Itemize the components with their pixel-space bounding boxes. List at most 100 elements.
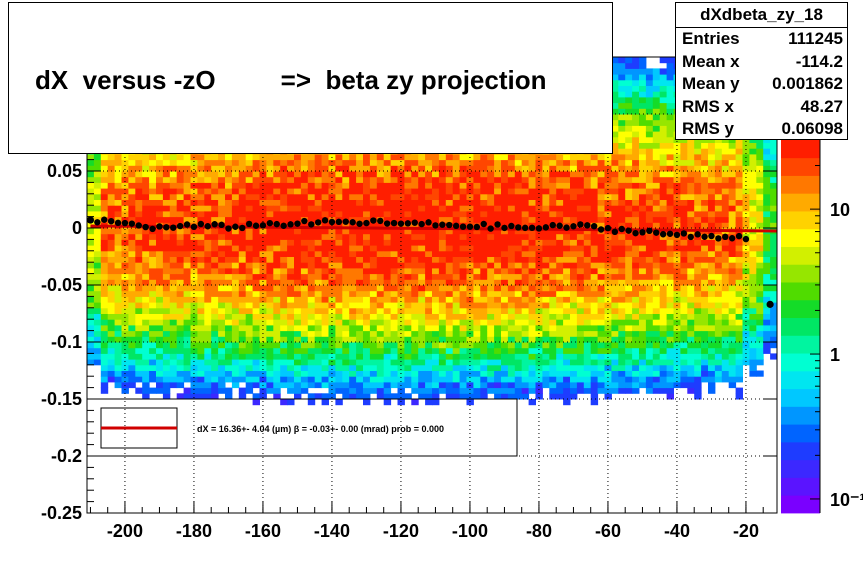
heatmap-cell [225, 336, 233, 343]
heatmap-cell [652, 381, 661, 389]
heatmap-cell [356, 347, 364, 354]
heatmap-cell [245, 302, 254, 309]
heatmap-cell [625, 256, 633, 263]
heatmap-cell [280, 376, 288, 383]
heatmap-cell [349, 302, 357, 309]
heatmap-cell [176, 165, 185, 172]
heatmap-cell [259, 347, 267, 354]
heatmap-cell [425, 296, 433, 303]
heatmap-cell [425, 290, 433, 297]
heatmap-cell [570, 239, 578, 246]
heatmap-cell [639, 91, 647, 98]
heatmap-cell [162, 182, 171, 189]
heatmap-cell [218, 233, 226, 240]
heatmap-cell [183, 342, 191, 349]
heatmap-cell [563, 381, 571, 389]
heatmap-cell [356, 330, 364, 337]
heatmap-cell [494, 176, 502, 183]
heatmap-cell [507, 364, 516, 371]
heatmap-cell [466, 188, 474, 195]
heatmap-cell [556, 153, 564, 161]
heatmap-cell [466, 267, 474, 275]
heatmap-cell [169, 347, 178, 354]
heatmap-cell [659, 250, 668, 257]
heatmap-cell [135, 376, 143, 383]
heatmap-cell [300, 342, 309, 349]
heatmap-cell [128, 296, 136, 303]
heatmap-cell [142, 313, 150, 320]
heatmap-cell [625, 148, 633, 155]
heatmap-cell [611, 250, 619, 257]
heatmap-cell [314, 171, 323, 178]
heatmap-cell [204, 171, 212, 178]
heatmap-cell [266, 324, 274, 332]
heatmap-cell [632, 79, 640, 86]
heatmap-cell [397, 159, 405, 166]
heatmap-cell [501, 193, 509, 200]
heatmap-cell [211, 302, 219, 309]
heatmap-cell [473, 336, 481, 343]
heatmap-cell [204, 307, 212, 314]
heatmap-cell [445, 228, 454, 235]
heatmap-cell [349, 279, 357, 286]
heatmap-cell [390, 199, 398, 206]
heatmap-cell [459, 188, 467, 195]
heatmap-cell [231, 256, 240, 263]
heatmap-cell [576, 199, 585, 206]
heatmap-cell [494, 336, 502, 343]
heatmap-cell [645, 302, 654, 309]
heatmap-cell [287, 273, 295, 280]
heatmap-cell [459, 307, 467, 314]
heatmap-cell [266, 165, 274, 172]
heatmap-cell [342, 307, 350, 314]
heatmap-cell [156, 233, 164, 240]
heatmap-cell [625, 108, 633, 115]
heatmap-cell [494, 296, 502, 303]
heatmap-cell [494, 262, 502, 269]
heatmap-cell [487, 193, 495, 200]
heatmap-cell [149, 205, 157, 212]
heatmap-cell [632, 376, 640, 383]
heatmap-cell [231, 233, 240, 240]
heatmap-cell [225, 153, 233, 161]
heatmap-cell [162, 319, 171, 326]
heatmap-cell [570, 205, 578, 212]
heatmap-cell [231, 159, 240, 166]
heatmap-cell [121, 239, 129, 246]
heatmap-cell [528, 256, 536, 263]
heatmap-cell [666, 285, 674, 292]
heatmap-cell [583, 376, 592, 383]
heatmap-cell [314, 262, 323, 269]
heatmap-cell [432, 159, 440, 166]
heatmap-cell [659, 96, 668, 104]
heatmap-cell [501, 176, 509, 183]
heatmap-cell [156, 319, 164, 326]
heatmap-cell [521, 342, 530, 349]
heatmap-cell [535, 239, 543, 246]
heatmap-cell [342, 182, 350, 189]
heatmap-cell [645, 279, 654, 286]
heatmap-cell [611, 153, 619, 161]
heatmap-cell [452, 364, 461, 371]
heatmap-cell [473, 193, 481, 200]
heatmap-cell [659, 313, 668, 320]
heatmap-cell [397, 393, 405, 400]
heatmap-cell [611, 302, 619, 309]
heatmap-cell [231, 262, 240, 269]
heatmap-cell [432, 273, 440, 280]
heatmap-cell [652, 273, 661, 280]
heatmap-cell [597, 182, 605, 189]
heatmap-cell [162, 313, 171, 320]
heatmap-cell [294, 216, 302, 223]
heatmap-cell [287, 279, 295, 286]
heatmap-cell [639, 381, 647, 389]
heatmap-cell [307, 182, 316, 189]
heatmap-cell [190, 228, 198, 235]
heatmap-cell [356, 165, 364, 172]
heatmap-cell [418, 210, 426, 218]
heatmap-cell [273, 176, 281, 183]
heatmap-cell [542, 233, 550, 240]
heatmap-cell [335, 256, 343, 263]
heatmap-cell [342, 210, 350, 218]
heatmap-cell [390, 153, 398, 161]
